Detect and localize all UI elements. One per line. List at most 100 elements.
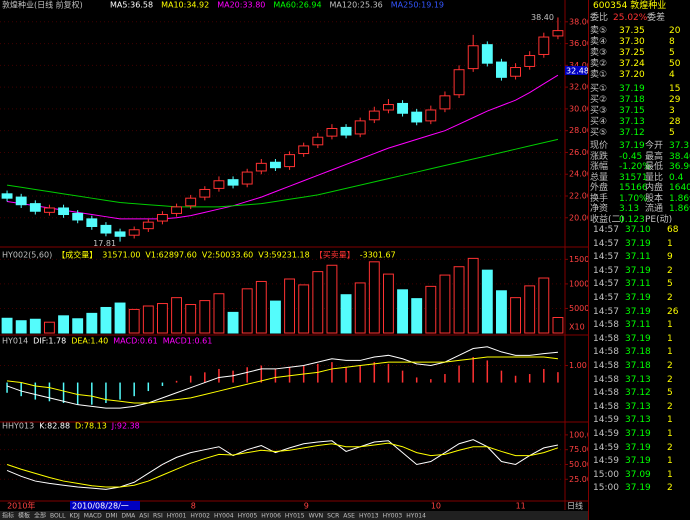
tab[interactable]: HY004 — [214, 513, 234, 520]
macd-header: DIF:1.78 — [33, 337, 66, 346]
trade-price: 37.19 — [625, 429, 651, 439]
stat: 涨幅 — [590, 162, 609, 172]
candle-body — [86, 218, 98, 227]
stat: 最高 — [645, 151, 664, 162]
volume-header: HY002(5,60) — [2, 251, 52, 260]
stat: 0.4 — [669, 172, 684, 183]
tab[interactable]: HY013 — [359, 513, 379, 520]
trade-price: 37.19 — [625, 306, 651, 317]
tab[interactable]: DMA — [121, 513, 136, 520]
label: 委比 — [590, 13, 609, 23]
stat: PE(动) — [645, 214, 673, 225]
tab[interactable]: BOLL — [50, 513, 66, 520]
macd-header: MACD:0.61 — [113, 337, 158, 346]
volume-bar — [269, 300, 281, 334]
candle-body — [495, 61, 507, 78]
volume-bar — [199, 300, 211, 334]
tab[interactable]: 模板 — [18, 512, 30, 520]
ask-label: 卖① — [590, 70, 608, 80]
y-tick-label: 1.00 — [569, 361, 587, 370]
candle-body — [354, 120, 366, 135]
bid-label: 买① — [590, 84, 608, 94]
trade-price: 37.19 — [625, 442, 651, 453]
volume-bar — [171, 297, 183, 334]
trade-volume: 68 — [667, 225, 679, 235]
volume-bar — [213, 293, 225, 334]
stat: 现价 — [590, 141, 609, 151]
ask-price: 37.30 — [619, 37, 645, 47]
trade-time: 14:57 — [593, 238, 619, 249]
stat: 换手 — [590, 193, 609, 204]
y-tick-label: 100.0 — [569, 430, 588, 439]
trade-volume: 1 — [667, 238, 673, 249]
tab[interactable]: HY003 — [383, 513, 403, 520]
ask-volume: 4 — [669, 70, 675, 80]
trade-volume: 2 — [667, 483, 673, 494]
candle-body — [326, 128, 338, 137]
volume-bar — [425, 285, 437, 334]
tab[interactable]: HY001 — [167, 513, 187, 520]
tab[interactable]: DMI — [106, 513, 118, 520]
y-tick-label: 38.00 — [569, 17, 588, 26]
volume-bar — [411, 298, 423, 334]
tab[interactable]: 指标 — [2, 512, 14, 520]
bid-price: 37.15 — [619, 106, 645, 116]
tab[interactable]: MACD — [84, 513, 102, 520]
trade-time: 14:57 — [593, 306, 619, 317]
trade-volume: 1 — [667, 415, 673, 426]
volume-bar — [15, 320, 27, 334]
chart-area: 敦煌种业(日线 前复权) MA5:36.58 MA10:34.92 MA20:33.… — [0, 0, 588, 520]
candle-body — [213, 180, 225, 189]
tab[interactable]: HY002 — [190, 513, 210, 520]
trade-volume: 2 — [667, 361, 673, 371]
stat: 37.3 — [669, 141, 690, 151]
macd-header: DEA:1.40 — [71, 337, 108, 346]
candle-body — [538, 36, 550, 55]
candle-body — [467, 45, 479, 70]
candle-body — [368, 110, 380, 121]
tab[interactable]: HY015 — [285, 513, 305, 520]
volume-bar — [128, 308, 140, 334]
tab[interactable]: ASE — [343, 513, 355, 520]
tab[interactable]: HY014 — [406, 513, 426, 520]
tab[interactable]: SCR — [327, 513, 339, 520]
stat: 36.90 — [669, 162, 690, 172]
bid-label: 买④ — [590, 117, 608, 127]
trade-volume: 26 — [667, 306, 679, 317]
y-tick-label: 5000 — [569, 304, 588, 313]
candle-body — [411, 111, 423, 123]
tab[interactable]: WVN — [309, 513, 324, 520]
trade-volume: 5 — [667, 279, 673, 290]
tab[interactable]: ASI — [139, 513, 149, 520]
trade-time: 14:58 — [593, 388, 619, 399]
stat: 3.13 — [619, 204, 640, 214]
trade-price: 37.19 — [625, 238, 651, 249]
y-tick-label: 15000 — [569, 255, 588, 264]
ask-price: 37.35 — [619, 26, 645, 36]
kdj-header: K:82.88 — [39, 422, 70, 431]
stat: 今开 — [645, 141, 664, 151]
stat: 37.19 — [619, 141, 645, 151]
bid-price: 37.18 — [619, 95, 645, 105]
candle-body — [439, 95, 451, 110]
y-tick-label: 30.00 — [569, 104, 588, 113]
ma-label: MA10:34.92 — [161, 1, 209, 10]
stat: 净资 — [590, 204, 609, 214]
tab[interactable]: KDJ — [69, 513, 80, 520]
tab[interactable]: RSI — [153, 513, 163, 520]
trade-volume: 2 — [667, 293, 673, 303]
volume-header: -3301.67 — [360, 251, 396, 260]
tab[interactable]: HY006 — [261, 513, 281, 520]
stat: 15166 — [619, 183, 648, 193]
tab[interactable]: 全部 — [34, 512, 46, 520]
volume-bar — [142, 305, 154, 334]
y-tick-label: 25.00 — [569, 475, 588, 484]
y-tick-label: 32.00 — [569, 83, 588, 92]
stat: 股本 — [645, 193, 664, 204]
candle-body — [72, 212, 84, 221]
tab[interactable]: HY005 — [238, 513, 258, 520]
volume-bar — [481, 269, 493, 334]
ma-label: MA60:26.94 — [273, 1, 321, 10]
volume-bar — [368, 261, 380, 334]
candle-body — [142, 221, 154, 230]
